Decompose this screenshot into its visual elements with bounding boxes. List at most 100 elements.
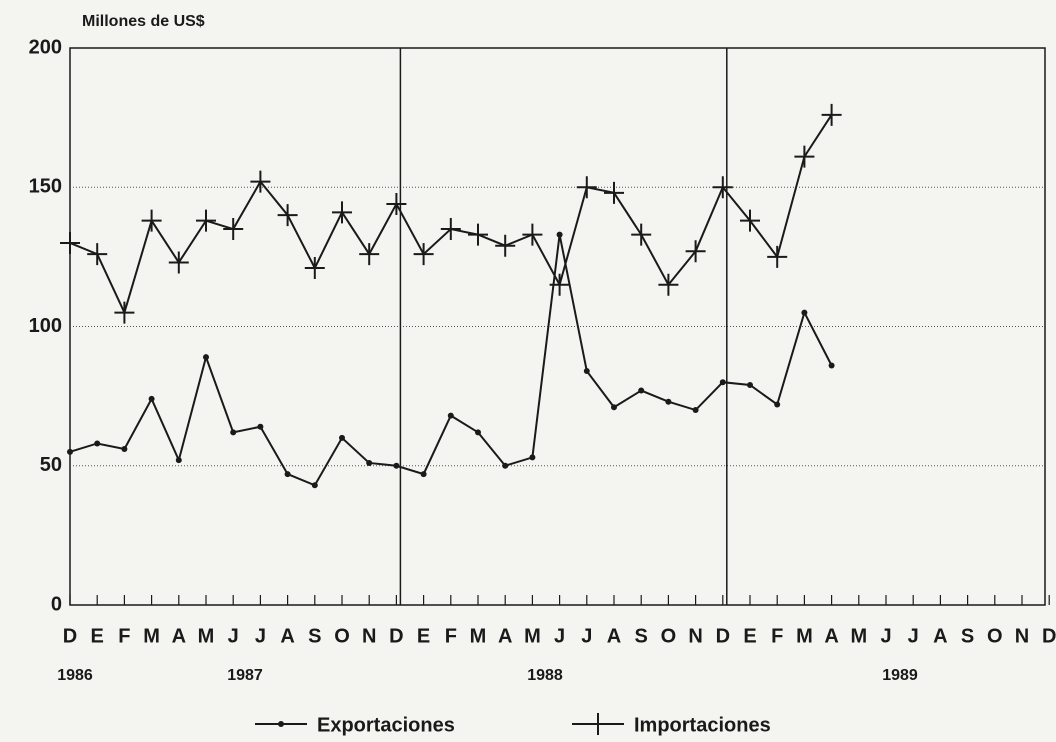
point <box>576 176 597 199</box>
x-tick-label: J <box>554 625 565 647</box>
point <box>203 354 209 361</box>
point <box>284 471 291 478</box>
x-tick-label: O <box>661 625 677 647</box>
x-tick-label: M <box>198 625 215 647</box>
y-tick-label: 0 <box>51 593 62 615</box>
point <box>665 398 672 405</box>
point <box>556 231 563 238</box>
legend-marker <box>278 721 284 727</box>
x-tick-label: A <box>607 625 621 647</box>
x-tick-label: M <box>850 625 867 647</box>
x-tick-label: E <box>417 625 430 647</box>
point <box>175 457 182 464</box>
legend-label: Exportaciones <box>317 714 455 736</box>
x-tick-label: J <box>228 625 239 647</box>
x-tick-label: D <box>1042 625 1056 647</box>
x-tick-label: M <box>524 625 541 647</box>
point <box>447 412 454 419</box>
year-label: 1989 <box>882 667 918 684</box>
y-axis-label: Millones de US$ <box>82 13 205 30</box>
point <box>223 218 244 241</box>
point <box>774 401 781 408</box>
x-tick-label: S <box>635 625 648 647</box>
point <box>604 181 624 204</box>
point <box>549 273 570 296</box>
x-tick-label: A <box>933 625 947 647</box>
point <box>440 218 461 241</box>
x-tick-label: A <box>172 625 186 647</box>
point <box>522 223 543 246</box>
series-line <box>69 234 833 487</box>
point <box>828 362 835 369</box>
year-label: 1988 <box>527 667 563 684</box>
series-line <box>69 114 833 316</box>
point <box>747 381 753 388</box>
point <box>801 309 808 316</box>
x-tick-label: S <box>961 625 974 647</box>
point <box>332 201 352 224</box>
point <box>468 223 488 246</box>
y-tick-label: 100 <box>29 315 62 337</box>
x-tick-label: O <box>987 625 1003 647</box>
point <box>692 407 699 414</box>
point <box>257 423 264 430</box>
x-tick-label: F <box>445 625 457 647</box>
x-tick-label: M <box>796 625 813 647</box>
x-tick-label: N <box>688 625 702 647</box>
point <box>794 145 815 168</box>
point <box>386 192 407 215</box>
x-tick-label: J <box>581 625 592 647</box>
point <box>114 301 135 324</box>
point <box>148 395 155 402</box>
point <box>87 243 108 266</box>
x-tick-label: M <box>143 625 160 647</box>
x-tick-label: N <box>362 625 376 647</box>
x-tick-label: F <box>771 625 783 647</box>
point <box>495 234 516 257</box>
year-label: 1986 <box>57 667 93 684</box>
x-tick-label: E <box>743 625 756 647</box>
x-tick-label: D <box>389 625 403 647</box>
point <box>277 204 298 227</box>
point <box>583 368 590 375</box>
point <box>366 459 373 466</box>
x-tick-label: M <box>470 625 487 647</box>
point <box>250 170 271 193</box>
point <box>413 243 434 266</box>
point <box>475 429 481 436</box>
point <box>339 434 345 441</box>
x-tick-label: A <box>824 625 838 647</box>
x-tick-label: J <box>908 625 919 647</box>
point <box>529 454 536 461</box>
x-tick-label: D <box>716 625 730 647</box>
x-tick-label: A <box>280 625 294 647</box>
point <box>94 440 101 447</box>
y-tick-label: 200 <box>29 36 62 58</box>
point <box>393 462 400 469</box>
point <box>230 429 237 436</box>
x-tick-label: F <box>118 625 130 647</box>
point <box>740 209 760 232</box>
point <box>631 223 652 246</box>
point <box>168 251 189 274</box>
legend-label: Importaciones <box>634 714 771 736</box>
y-tick-label: 50 <box>40 454 62 476</box>
x-tick-label: N <box>1015 625 1029 647</box>
point <box>121 446 128 453</box>
x-tick-label: J <box>255 625 266 647</box>
x-tick-label: J <box>880 625 891 647</box>
x-tick-label: S <box>308 625 321 647</box>
point <box>658 273 679 296</box>
y-tick-label: 150 <box>29 176 62 198</box>
x-tick-label: O <box>334 625 350 647</box>
x-tick-label: D <box>63 625 77 647</box>
point <box>304 257 325 280</box>
point <box>767 245 788 268</box>
point <box>611 404 617 411</box>
year-label: 1987 <box>227 667 263 684</box>
point <box>67 448 73 455</box>
point <box>141 209 162 232</box>
x-tick-label: E <box>91 625 104 647</box>
point <box>60 231 80 254</box>
